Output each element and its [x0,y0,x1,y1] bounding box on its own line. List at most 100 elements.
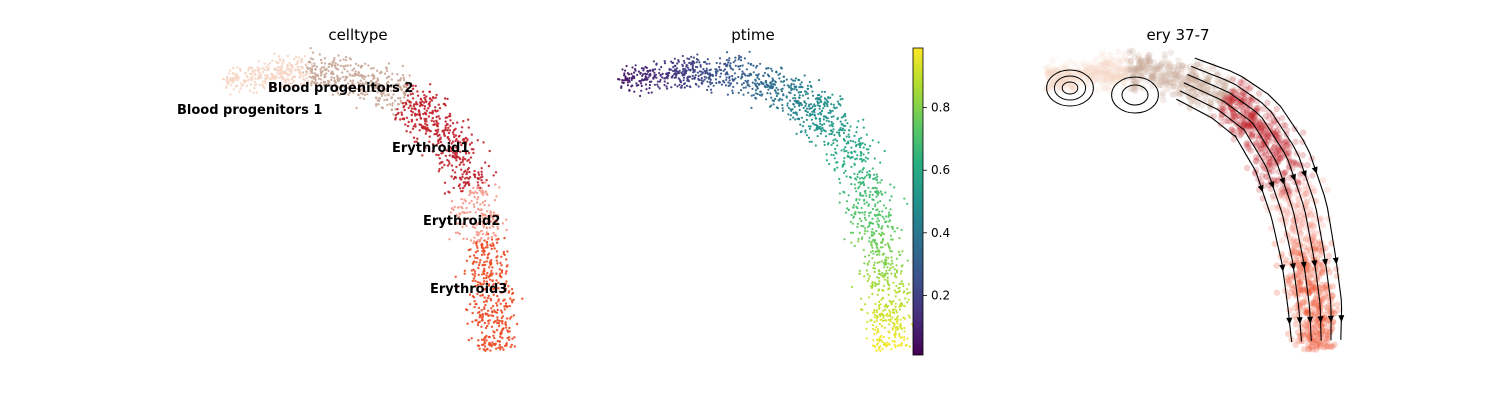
ptime-point [671,61,674,65]
ptime-point [866,279,869,282]
ery-point [1284,142,1292,149]
celltype-point [463,211,467,215]
ptime-point [728,76,731,79]
celltype-point [401,64,404,68]
celltype-point [498,340,501,343]
ery-point [1309,287,1316,294]
ptime-point [805,110,808,113]
ery-point [1312,323,1320,330]
ptime-point [841,164,845,167]
ptime-point [819,132,823,135]
celltype-point [251,69,255,72]
ery-point [1170,82,1178,90]
ery-point [1046,69,1054,76]
ptime-point [901,250,904,253]
ptime-point [656,80,660,83]
ptime-point [733,72,737,75]
ptime-point [739,56,743,59]
celltype-point [437,122,440,125]
ery-point [1179,79,1186,86]
ptime-point [718,57,722,60]
celltype-point [389,85,393,89]
celltype-point [338,93,341,97]
ery-point [1110,63,1118,70]
celltype-point [240,82,243,85]
ery-point [1249,133,1256,141]
ery-point [1253,158,1260,165]
ptime-point [793,88,796,91]
celltype-point [245,84,248,88]
ptime-point [865,337,868,340]
ptime-point [882,237,885,241]
ery-point [1230,128,1237,135]
ptime-point [867,277,871,280]
ptime-point [769,92,772,95]
celltype-point [446,164,450,167]
ptime-point [880,339,883,342]
celltype-point [474,211,477,214]
ptime-point [887,318,891,321]
ery-point [1156,66,1163,73]
ptime-point [838,177,841,181]
celltype-point [437,170,441,173]
ptime-point [778,77,781,80]
ptime-point [647,91,650,94]
ptime-point [890,195,893,198]
ptime-point [819,128,823,131]
ptime-point [861,211,864,214]
ery-point [1295,262,1303,270]
ery-point [1262,173,1270,180]
ptime-point [688,85,691,88]
ery-point [1116,73,1123,81]
celltype-point [394,118,397,121]
celltype-point [496,318,499,322]
ptime-point [809,103,813,106]
celltype-point [452,151,455,154]
ptime-point [894,272,897,275]
celltype-point [454,220,457,223]
ptime-point [847,151,850,154]
ery-point [1304,324,1311,331]
celltype-point [276,71,279,75]
streamline-arrow [1290,173,1296,182]
ery-point [1200,87,1207,94]
ptime-point [802,120,805,124]
ptime-point [896,315,900,318]
ptime-point [871,139,874,142]
ptime-point [871,323,875,327]
ptime-point [820,100,823,103]
ery-point [1266,138,1273,145]
ptime-point [770,104,773,107]
ptime-point [635,84,638,87]
ptime-point [871,281,874,284]
ptime-point [903,338,906,341]
celltype-point [486,193,489,196]
ptime-point [759,90,762,93]
ptime-point [788,86,791,89]
celltype-point [438,107,442,110]
ery-point [1161,76,1169,83]
celltype-point [365,82,369,86]
ery-point [1270,131,1278,138]
ptime-point [876,276,879,279]
ery-point [1218,111,1226,118]
ery-point [1283,208,1290,215]
ery-point [1164,77,1171,84]
ptime-point [748,85,751,88]
ptime-point [817,79,821,82]
ptime-point [891,340,894,343]
ptime-point [709,68,712,71]
ery-point [1084,66,1091,73]
ptime-point [878,300,881,303]
ery-point [1089,66,1097,74]
ptime-point [808,80,812,84]
celltype-point [362,84,365,88]
ptime-point [673,73,676,76]
ptime-point [870,244,873,247]
celltype-point [303,83,306,86]
ery-point [1113,69,1121,77]
celltype-point [462,120,465,123]
ptime-point [862,182,866,186]
celltype-point [448,154,451,157]
ery-point [1167,76,1174,83]
